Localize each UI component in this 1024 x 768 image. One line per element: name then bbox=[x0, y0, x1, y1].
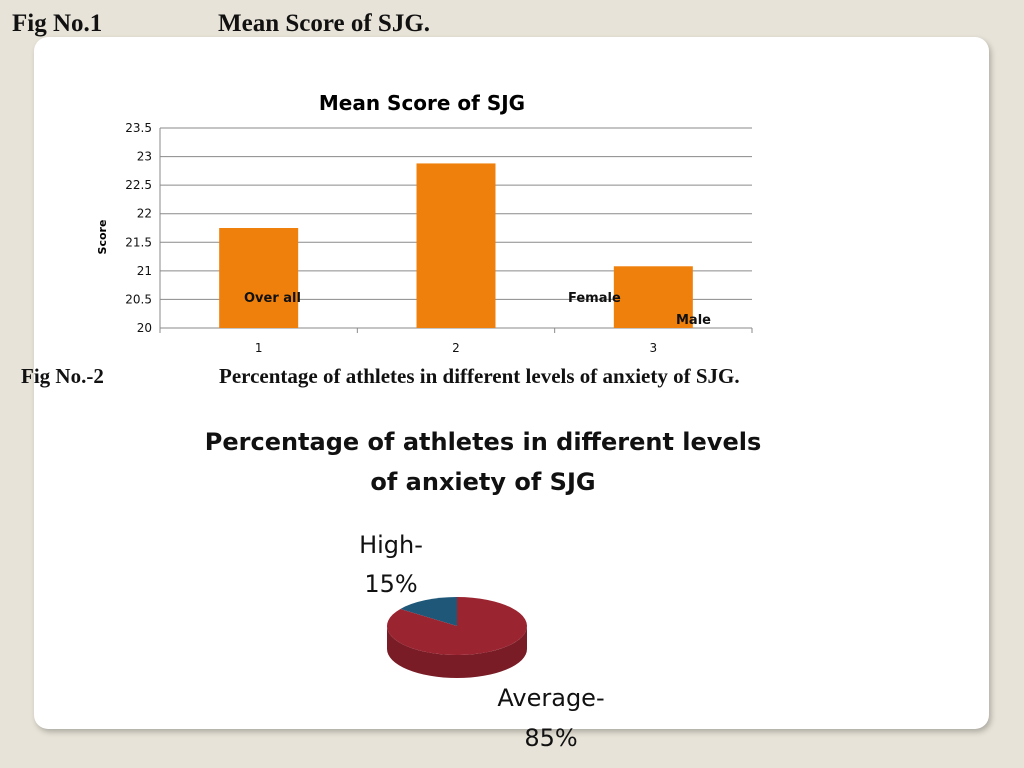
x-tick-label: 3 bbox=[650, 341, 658, 355]
pie-label-average-line-2: 85% bbox=[524, 724, 577, 752]
pie-slice-average bbox=[387, 597, 527, 655]
y-tick-label: 22 bbox=[137, 207, 152, 221]
pie-title-line-1: Percentage of athletes in different leve… bbox=[205, 428, 761, 456]
pie-label-high-line-1: High- bbox=[359, 531, 423, 559]
bar-chart-title: Mean Score of SJG bbox=[319, 91, 525, 115]
y-tick-label: 23.5 bbox=[125, 121, 152, 135]
x-tick-label: 2 bbox=[452, 341, 460, 355]
bar-chart: Mean Score of SJG Score 2020.52121.52222… bbox=[96, 91, 753, 355]
fig2-number: Fig No.-2 bbox=[21, 364, 104, 388]
y-tick-label: 22.5 bbox=[125, 178, 152, 192]
fig1-number: Fig No.1 bbox=[12, 10, 103, 37]
y-axis-label: Score bbox=[96, 220, 109, 255]
y-tick-label: 23 bbox=[137, 150, 152, 164]
bar-3 bbox=[613, 266, 693, 328]
pie-title-line-2: of anxiety of SJG bbox=[370, 468, 595, 496]
y-tick-label: 20.5 bbox=[125, 292, 152, 306]
annotation-over-all: Over all bbox=[244, 291, 301, 306]
bar-1 bbox=[219, 228, 299, 328]
pie-side bbox=[387, 626, 527, 678]
pie-slice-high bbox=[400, 597, 457, 626]
pie-label-average-line-1: Average- bbox=[497, 684, 604, 712]
y-tick-label: 20 bbox=[137, 321, 152, 335]
pie-label-high-line-2: 15% bbox=[364, 570, 417, 598]
annotation-female: Female bbox=[568, 291, 621, 306]
annotation-male: Male bbox=[676, 313, 711, 328]
bar-2 bbox=[416, 163, 496, 328]
x-tick-label: 1 bbox=[255, 341, 263, 355]
y-tick-label: 21.5 bbox=[125, 235, 152, 249]
fig1-caption: Mean Score of SJG. bbox=[218, 10, 431, 37]
y-tick-label: 21 bbox=[137, 264, 152, 278]
fig2-caption: Percentage of athletes in different leve… bbox=[219, 364, 740, 388]
